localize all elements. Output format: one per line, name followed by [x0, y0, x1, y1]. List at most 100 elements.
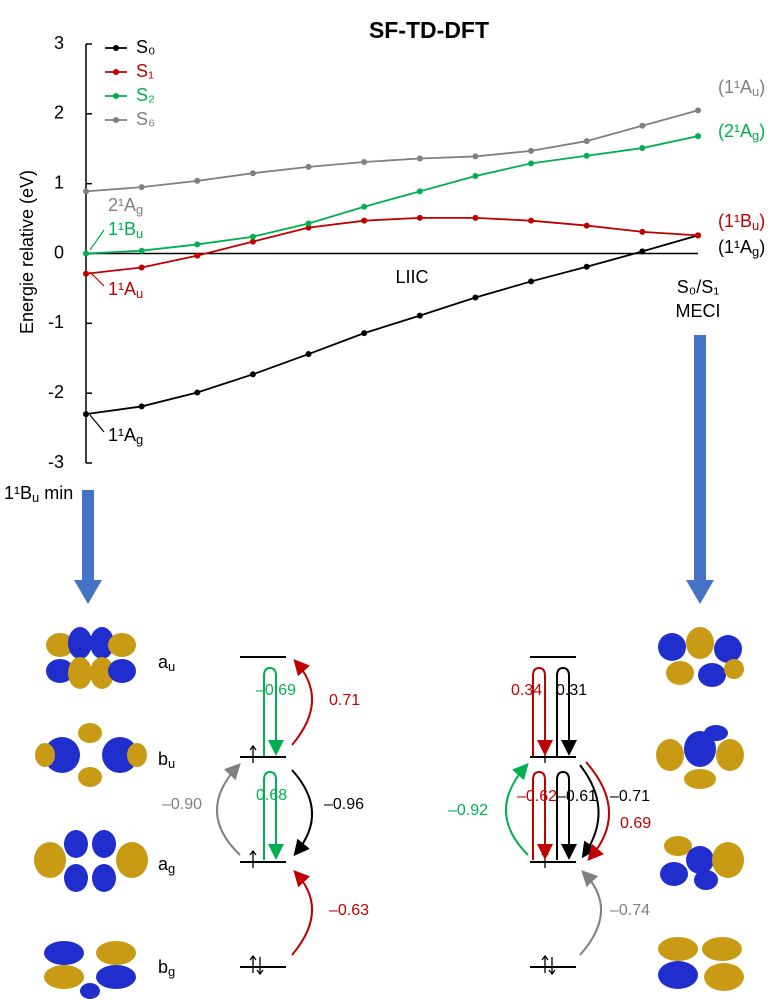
point [305, 220, 312, 227]
legend-dot [113, 69, 119, 75]
point [583, 263, 590, 270]
coefficient: –0.62 [517, 788, 557, 805]
annotation: 1¹Au [108, 279, 143, 302]
series-line [85, 216, 699, 275]
y-tick-label: -2 [48, 382, 64, 402]
annotation-part: u [752, 218, 759, 233]
orbital-label: bg [158, 957, 175, 980]
point [639, 122, 646, 129]
level-diagram [216, 656, 611, 976]
start-label: 1¹Bu min [4, 483, 73, 506]
annotation-part: 2¹A [108, 195, 136, 215]
orbital-label: ag [158, 854, 175, 877]
point [416, 312, 423, 319]
annotation-part: g [136, 202, 143, 217]
coefficient: 0.71 [329, 692, 360, 709]
orbital-label-part: g [168, 964, 175, 979]
point [472, 214, 479, 221]
point [249, 238, 256, 245]
annotation-part: ) [759, 237, 765, 257]
point [194, 177, 201, 184]
series-line [85, 234, 699, 416]
annotation: (2¹Ag) [718, 121, 765, 144]
x-axis-label: LIIC [395, 267, 428, 287]
annotation-part: 1¹A [108, 425, 136, 445]
annotation-part: ) [759, 77, 765, 97]
point [83, 411, 89, 418]
point [249, 233, 256, 240]
coefficient: –0.61 [557, 788, 597, 805]
legend-label: S₂ [136, 85, 155, 105]
annotation-part: (2¹A [718, 121, 752, 141]
y-tick-label: -1 [48, 312, 64, 332]
orbital-label: au [158, 652, 175, 675]
orbital-label-part: u [168, 756, 175, 771]
point [583, 152, 590, 159]
annotation: 1¹Ag [108, 425, 143, 448]
point [83, 188, 89, 195]
annotation: 2¹Ag [108, 195, 143, 218]
orbital-label-part: b [158, 749, 168, 769]
annotation-part: u [752, 84, 759, 99]
orbital-label-part: a [158, 854, 169, 874]
point [416, 214, 423, 221]
point [83, 270, 89, 277]
annotation-part: (1¹A [718, 237, 752, 257]
annotation: (1¹Au) [718, 77, 765, 100]
point [472, 172, 479, 179]
annotation-part: (1¹B [718, 211, 752, 231]
chart-title: SF-TD-DFT [369, 17, 489, 43]
legend-dot [113, 117, 119, 123]
point [639, 145, 646, 152]
point [194, 241, 201, 248]
point [639, 228, 646, 235]
start-label-part: min [39, 483, 73, 503]
point [194, 389, 201, 396]
point [695, 232, 701, 239]
leader [89, 271, 105, 287]
point [528, 217, 535, 224]
orbital-label-part: g [168, 861, 175, 876]
coefficient: –0.71 [610, 788, 650, 805]
annotation-part: 1¹B [108, 219, 136, 239]
coefficient: 0.68 [256, 787, 287, 804]
point [528, 147, 535, 154]
annotation-part: ) [759, 121, 765, 141]
y-tick-label: -3 [48, 452, 64, 472]
point [194, 252, 201, 259]
series-line [85, 135, 699, 255]
point [138, 264, 145, 271]
point [361, 159, 368, 166]
coefficient: –0.96 [324, 796, 364, 813]
point [583, 222, 590, 229]
point [416, 155, 423, 162]
point [249, 170, 256, 177]
point [416, 188, 423, 195]
coefficient: –0.92 [448, 802, 488, 819]
coefficient: –0.90 [162, 796, 202, 813]
point [361, 203, 368, 210]
point [138, 184, 145, 191]
coefficient: –0.69 [256, 682, 296, 699]
annotation: 1¹Bu [108, 219, 143, 242]
annotation: (1¹Bu) [718, 211, 765, 234]
coefficient: 0.69 [620, 815, 651, 832]
y-tick-label: 1 [54, 172, 64, 192]
point [305, 224, 312, 231]
legend-dot [113, 93, 119, 99]
y-tick-label: 2 [54, 103, 64, 123]
point [138, 403, 145, 410]
point [305, 163, 312, 170]
coefficient: –0.63 [329, 902, 369, 919]
leader [89, 414, 105, 433]
point [528, 278, 535, 285]
annotation-part: ) [759, 211, 765, 231]
coefficient: –0.74 [610, 902, 650, 919]
annotation-part: 1¹A [108, 279, 136, 299]
point [361, 330, 368, 337]
point [83, 250, 89, 257]
point [305, 351, 312, 358]
point [249, 371, 256, 378]
y-tick-label: 3 [54, 33, 64, 53]
